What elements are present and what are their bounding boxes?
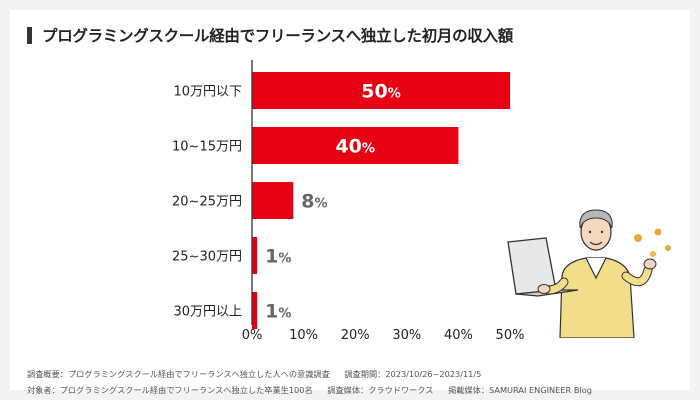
bar-chart: 10万円以下 50% 10~15万円 40% 20~25万円 8% 25~30万円 1% 30万… [172, 60, 525, 343]
value-label: 1% [265, 246, 291, 268]
bar [252, 127, 459, 164]
person-with-laptop-and-coins-icon [507, 209, 671, 338]
x-tick-label: 30% [392, 328, 421, 343]
category-label: 10~15万円 [172, 140, 242, 155]
chart-title: プログラミングスクール経由でフリーランスへ独立した初月の収入額 [42, 27, 513, 45]
x-tick-label: 20% [341, 328, 370, 343]
x-tick-label: 50% [496, 328, 525, 343]
category-label: 25~30万円 [172, 250, 242, 265]
category-label: 30万円以上 [173, 305, 242, 320]
value-label: 8% [301, 191, 327, 213]
survey-target-text: 対象者：プログラミングスクール経由でフリーランスへ独立した卒業生100名 [27, 385, 313, 395]
survey-footnote: 調査概要：プログラミングスクール経由でフリーランスへ独立した人への意識調査 調査… [27, 366, 687, 398]
survey-period-text: 調査期間：2023/10/26~2023/11/5 [344, 369, 482, 379]
category-label: 20~25万円 [172, 195, 242, 210]
publication-text: 掲載媒体：SAMURAI ENGINEER Blog [448, 385, 592, 395]
x-tick-label: 10% [289, 328, 318, 343]
survey-summary-text: 調査概要：プログラミングスクール経由でフリーランスへ独立した人への意識調査 [27, 369, 330, 379]
value-label: 40% [335, 136, 374, 158]
bar [252, 292, 258, 329]
title-accent-bar [27, 27, 32, 44]
category-label: 10万円以下 [173, 85, 242, 100]
survey-medium-text: 調査媒体：クラウドワークス [327, 385, 434, 395]
value-label: 50% [361, 81, 400, 103]
value-label: 1% [265, 301, 291, 323]
bar [252, 72, 510, 109]
bar [252, 237, 258, 274]
bar [252, 182, 294, 219]
x-tick-label: 0% [242, 328, 263, 343]
x-tick-label: 40% [444, 328, 473, 343]
